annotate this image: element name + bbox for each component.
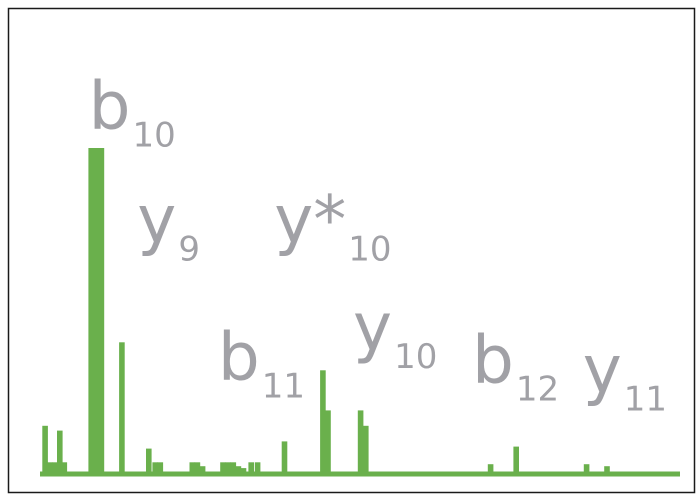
peak-label-index: 11 — [262, 367, 305, 407]
peak-bar-24 — [325, 410, 331, 474]
peak-bar-6 — [93, 148, 100, 474]
peak-label-b11: b11 — [218, 319, 305, 407]
peak-bar-12 — [189, 462, 196, 474]
peak-bar-30 — [604, 466, 610, 474]
peak-label-ion: b — [218, 319, 260, 396]
peak-bar-20 — [248, 462, 254, 474]
peak-bar-27 — [487, 464, 494, 474]
peak-bar-10 — [152, 462, 158, 474]
peak-label-ion: b — [472, 322, 514, 399]
peak-bar-16 — [225, 462, 231, 474]
peak-label-ion: b — [89, 67, 131, 144]
peak-bar-19 — [240, 468, 247, 474]
peak-bar-15 — [220, 462, 226, 474]
peak-label-ystar10: y*10 — [274, 182, 391, 270]
peak-label-ion: y — [137, 182, 176, 259]
peak-bar-21 — [254, 462, 261, 474]
peak-bar-25 — [357, 410, 364, 474]
peak-bar-22 — [281, 441, 288, 474]
peak-bar-9 — [146, 448, 152, 474]
peak-bar-13 — [194, 462, 201, 474]
peak-label-index: 10 — [133, 115, 176, 155]
peak-label-index: 9 — [178, 230, 200, 270]
peak-bar-1 — [47, 462, 53, 474]
peak-label-index: 12 — [516, 370, 559, 410]
peak-label-index: 10 — [394, 337, 437, 377]
peak-label-ion: y — [583, 332, 622, 409]
peak-bar-2 — [52, 462, 59, 474]
peak-label-y11: y11 — [583, 332, 667, 420]
peak-bar-4 — [61, 462, 68, 474]
peak-bar-3 — [57, 430, 63, 474]
peak-label-y10: y10 — [353, 289, 437, 377]
peak-label-index: 10 — [348, 230, 391, 270]
peak-bar-0 — [42, 425, 48, 474]
peak-label-ion: y* — [274, 182, 346, 259]
peak-label-ion: y — [353, 289, 392, 366]
peak-bar-29 — [583, 464, 590, 474]
peak-bar-26 — [363, 425, 369, 474]
peak-bar-14 — [199, 466, 206, 474]
peak-bar-28 — [513, 446, 519, 474]
peak-label-index: 11 — [624, 380, 667, 420]
peak-bar-11 — [157, 462, 164, 474]
peak-bar-7 — [98, 148, 105, 474]
peak-bar-18 — [235, 466, 242, 474]
peak-label-b10: b10 — [89, 67, 176, 155]
peak-bar-17 — [230, 462, 237, 474]
peak-bar-23 — [320, 370, 326, 474]
peak-bar-5 — [88, 148, 94, 474]
peak-label-y9: y9 — [137, 182, 200, 270]
peak-bars — [42, 148, 610, 474]
peak-label-b12: b12 — [472, 322, 559, 410]
peak-bar-8 — [119, 342, 125, 474]
